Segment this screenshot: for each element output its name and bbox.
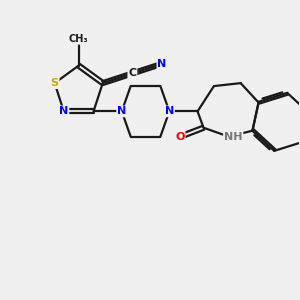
Text: O: O bbox=[175, 132, 184, 142]
Text: CH₃: CH₃ bbox=[69, 34, 88, 44]
Text: N: N bbox=[158, 59, 167, 69]
Text: S: S bbox=[51, 78, 58, 88]
Text: C: C bbox=[128, 68, 136, 78]
Text: N: N bbox=[165, 106, 174, 116]
Text: N: N bbox=[59, 106, 68, 116]
Text: N: N bbox=[117, 106, 126, 116]
Text: NH: NH bbox=[224, 132, 242, 142]
